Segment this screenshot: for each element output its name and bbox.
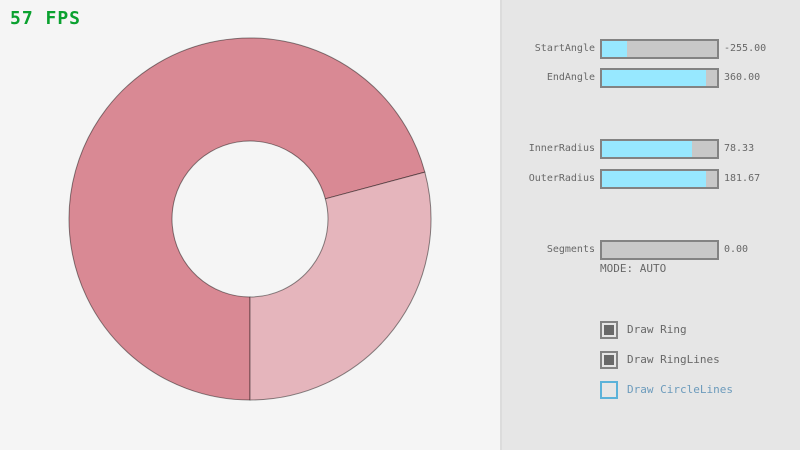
slider-outer-radius-fill[interactable] <box>602 171 707 187</box>
controls-panel: StartAngle -255.00 EndAngle 360.00 Inner… <box>500 0 800 450</box>
ring-slice-single-light <box>249 171 432 401</box>
checkbox-draw-ringlines-checkmark <box>604 355 614 365</box>
slider-start-angle-label: StartAngle <box>534 43 595 54</box>
slider-start-angle: StartAngle -255.00 <box>502 39 800 59</box>
slider-end-angle-track[interactable] <box>600 68 719 88</box>
checkbox-draw-ringlines[interactable]: Draw RingLines <box>502 351 800 369</box>
slider-segments: Segments 0.00 <box>502 240 800 260</box>
slider-end-angle-value: 360.00 <box>724 72 761 83</box>
checkbox-draw-circlelines[interactable]: Draw CircleLines <box>502 381 800 399</box>
slider-outer-radius-track[interactable] <box>600 169 719 189</box>
slider-outer-radius: OuterRadius 181.67 <box>502 169 800 189</box>
slider-start-angle-value: -255.00 <box>724 43 767 54</box>
checkbox-draw-ring-label: Draw Ring <box>627 323 687 336</box>
slider-start-angle-track[interactable] <box>600 39 719 59</box>
fps-counter: 57 FPS <box>10 8 82 29</box>
slider-inner-radius-fill[interactable] <box>602 141 693 157</box>
slider-inner-radius: InnerRadius 78.33 <box>502 139 800 159</box>
slider-segments-track[interactable] <box>600 240 719 260</box>
slider-end-angle-fill[interactable] <box>602 70 706 86</box>
slider-end-angle-label: EndAngle <box>546 72 595 83</box>
slider-segments-label: Segments <box>546 244 595 255</box>
slider-outer-radius-label: OuterRadius <box>528 173 595 184</box>
slider-start-angle-fill[interactable] <box>602 41 627 57</box>
slider-inner-radius-track[interactable] <box>600 139 719 159</box>
checkbox-draw-ring[interactable]: Draw Ring <box>502 321 800 339</box>
checkbox-draw-ringlines-label: Draw RingLines <box>627 353 720 366</box>
slider-end-angle: EndAngle 360.00 <box>502 68 800 88</box>
checkbox-draw-ringlines-box[interactable] <box>600 351 618 369</box>
checkbox-draw-ring-box[interactable] <box>600 321 618 339</box>
ring-slice-overlap-dark <box>68 37 426 401</box>
slider-segments-value: 0.00 <box>724 244 749 255</box>
slider-inner-radius-value: 78.33 <box>724 143 755 154</box>
ring-drawing-canvas[interactable] <box>0 0 500 450</box>
checkbox-draw-circlelines-box[interactable] <box>600 381 618 399</box>
segments-mode-label: MODE: AUTO <box>600 262 667 275</box>
checkbox-draw-ring-checkmark <box>604 325 614 335</box>
checkbox-draw-circlelines-label: Draw CircleLines <box>627 383 733 396</box>
slider-inner-radius-label: InnerRadius <box>528 143 595 154</box>
slider-outer-radius-value: 181.67 <box>724 173 761 184</box>
